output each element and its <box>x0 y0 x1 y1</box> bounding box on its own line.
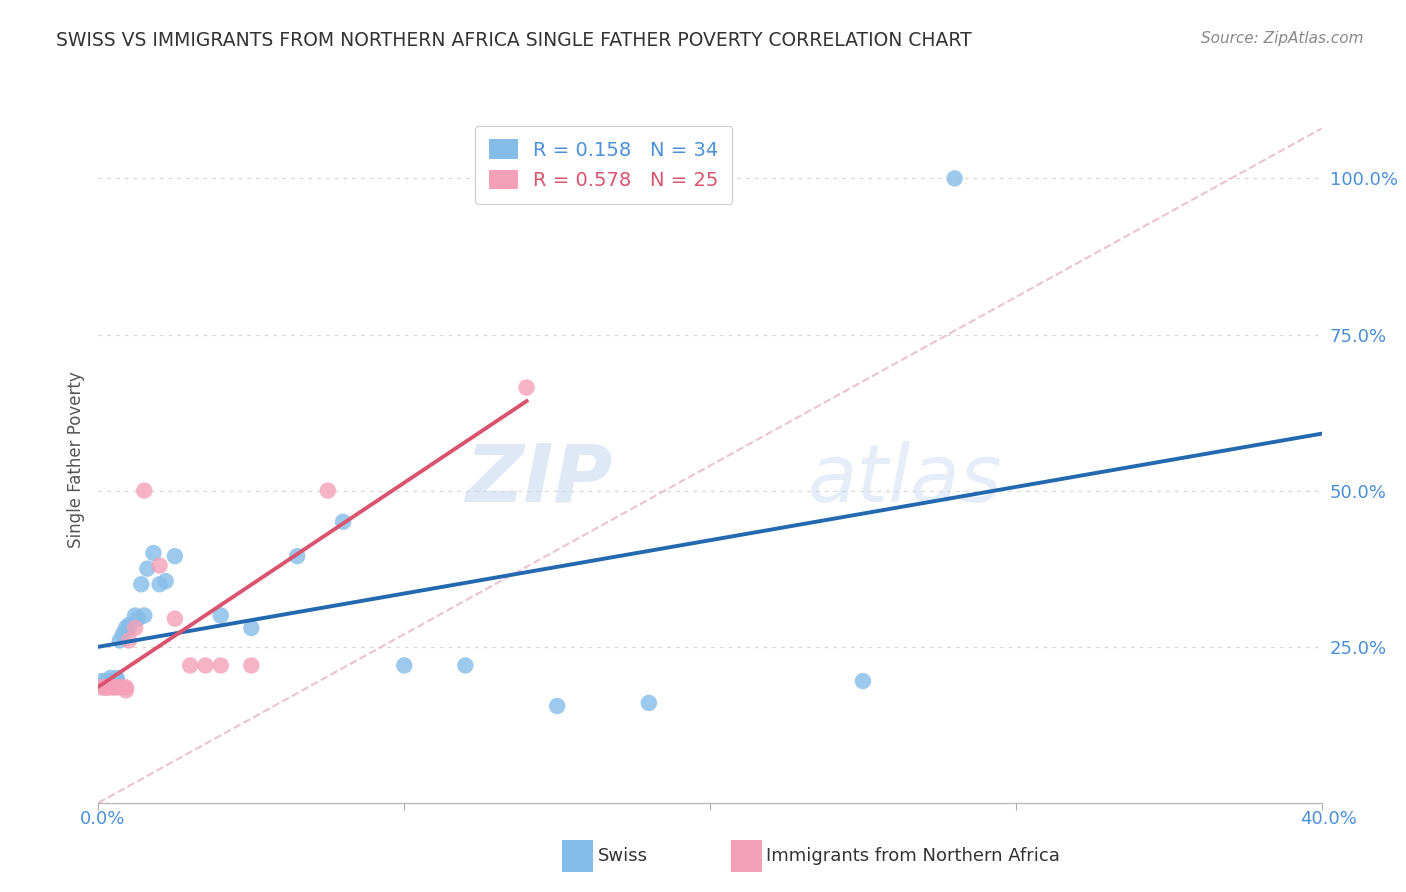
Point <box>149 577 172 591</box>
Point <box>134 608 156 623</box>
Point <box>852 674 875 689</box>
Point <box>115 681 138 695</box>
Point <box>332 515 354 529</box>
Point <box>209 658 232 673</box>
Text: ZIP: ZIP <box>465 441 612 519</box>
Point <box>103 681 125 695</box>
Point <box>103 674 125 689</box>
Point <box>454 658 477 673</box>
Point <box>97 681 120 695</box>
Legend: R = 0.158   N = 34, R = 0.578   N = 25: R = 0.158 N = 34, R = 0.578 N = 25 <box>475 126 733 203</box>
Point <box>100 674 122 689</box>
Text: atlas: atlas <box>808 441 1002 519</box>
Point <box>163 612 186 626</box>
Point <box>129 577 152 591</box>
Point <box>105 671 128 685</box>
Point <box>316 483 339 498</box>
Text: Source: ZipAtlas.com: Source: ZipAtlas.com <box>1201 31 1364 46</box>
Point <box>163 549 186 564</box>
Point <box>115 621 138 635</box>
Point <box>118 633 141 648</box>
Point <box>392 658 416 673</box>
Point <box>546 699 568 714</box>
Point <box>100 681 122 695</box>
Point <box>93 681 115 695</box>
Point <box>136 562 159 576</box>
Point <box>105 674 128 689</box>
Point <box>103 674 125 689</box>
Point <box>90 681 112 695</box>
Text: 40.0%: 40.0% <box>1301 810 1357 828</box>
Point <box>111 627 134 641</box>
Point <box>115 683 138 698</box>
Point <box>111 681 134 695</box>
Point <box>103 681 125 695</box>
Point <box>124 608 146 623</box>
Point <box>516 381 538 395</box>
Y-axis label: Single Father Poverty: Single Father Poverty <box>66 371 84 548</box>
Point <box>943 171 966 186</box>
Text: SWISS VS IMMIGRANTS FROM NORTHERN AFRICA SINGLE FATHER POVERTY CORRELATION CHART: SWISS VS IMMIGRANTS FROM NORTHERN AFRICA… <box>56 31 972 50</box>
Point <box>285 549 308 564</box>
Point <box>97 674 120 689</box>
Point <box>118 621 141 635</box>
Point <box>134 483 156 498</box>
Text: Immigrants from Northern Africa: Immigrants from Northern Africa <box>766 847 1060 865</box>
Point <box>105 681 128 695</box>
Point <box>142 546 165 560</box>
Text: Swiss: Swiss <box>598 847 648 865</box>
Point <box>194 658 217 673</box>
Point <box>97 674 120 689</box>
Point <box>97 681 120 695</box>
Point <box>209 608 232 623</box>
Point <box>155 574 177 589</box>
Point <box>637 696 661 710</box>
Point <box>124 621 146 635</box>
Point <box>108 633 131 648</box>
Point <box>93 681 115 695</box>
Point <box>100 671 122 685</box>
Point <box>108 681 131 695</box>
Point <box>179 658 201 673</box>
Point <box>90 674 112 689</box>
Point <box>97 681 120 695</box>
Text: 0.0%: 0.0% <box>80 810 125 828</box>
Point <box>118 618 141 632</box>
Point <box>240 658 263 673</box>
Point <box>149 558 172 573</box>
Point <box>240 621 263 635</box>
Point <box>93 681 115 695</box>
Point <box>127 612 149 626</box>
